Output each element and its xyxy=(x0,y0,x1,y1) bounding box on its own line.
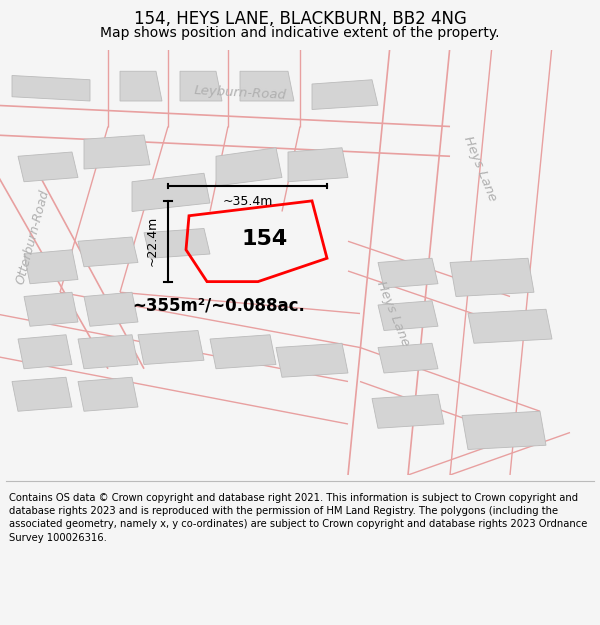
Polygon shape xyxy=(120,71,162,101)
Polygon shape xyxy=(372,394,444,428)
Polygon shape xyxy=(240,71,294,101)
Polygon shape xyxy=(12,378,72,411)
Polygon shape xyxy=(216,148,282,186)
Polygon shape xyxy=(24,292,78,326)
Text: Contains OS data © Crown copyright and database right 2021. This information is : Contains OS data © Crown copyright and d… xyxy=(9,493,587,542)
Text: ~35.4m: ~35.4m xyxy=(223,196,272,208)
Polygon shape xyxy=(378,301,438,331)
Polygon shape xyxy=(18,335,72,369)
Polygon shape xyxy=(450,258,534,296)
Polygon shape xyxy=(468,309,552,343)
Text: Map shows position and indicative extent of the property.: Map shows position and indicative extent… xyxy=(100,26,500,40)
Polygon shape xyxy=(78,335,138,369)
Polygon shape xyxy=(138,331,204,364)
Polygon shape xyxy=(18,152,78,182)
Text: 154, HEYS LANE, BLACKBURN, BB2 4NG: 154, HEYS LANE, BLACKBURN, BB2 4NG xyxy=(134,10,466,28)
Polygon shape xyxy=(12,76,90,101)
Text: Leyburn-Road: Leyburn-Road xyxy=(193,84,287,101)
Polygon shape xyxy=(378,343,438,373)
Polygon shape xyxy=(276,343,348,377)
Polygon shape xyxy=(462,411,546,449)
Polygon shape xyxy=(132,173,210,211)
Polygon shape xyxy=(378,258,438,288)
Polygon shape xyxy=(288,148,348,182)
Polygon shape xyxy=(180,71,222,101)
Text: ~355m²/~0.088ac.: ~355m²/~0.088ac. xyxy=(132,296,305,314)
Polygon shape xyxy=(144,229,210,258)
Polygon shape xyxy=(24,250,78,284)
Polygon shape xyxy=(84,292,138,326)
Text: ~22.4m: ~22.4m xyxy=(146,216,159,266)
Polygon shape xyxy=(84,135,150,169)
Polygon shape xyxy=(78,378,138,411)
Text: Heys Lane: Heys Lane xyxy=(374,279,412,348)
Polygon shape xyxy=(78,237,138,267)
Text: Otterburn-Road: Otterburn-Road xyxy=(14,188,52,286)
Polygon shape xyxy=(210,335,276,369)
Polygon shape xyxy=(312,80,378,109)
Text: Heys Lane: Heys Lane xyxy=(461,134,499,204)
Text: 154: 154 xyxy=(241,229,287,249)
